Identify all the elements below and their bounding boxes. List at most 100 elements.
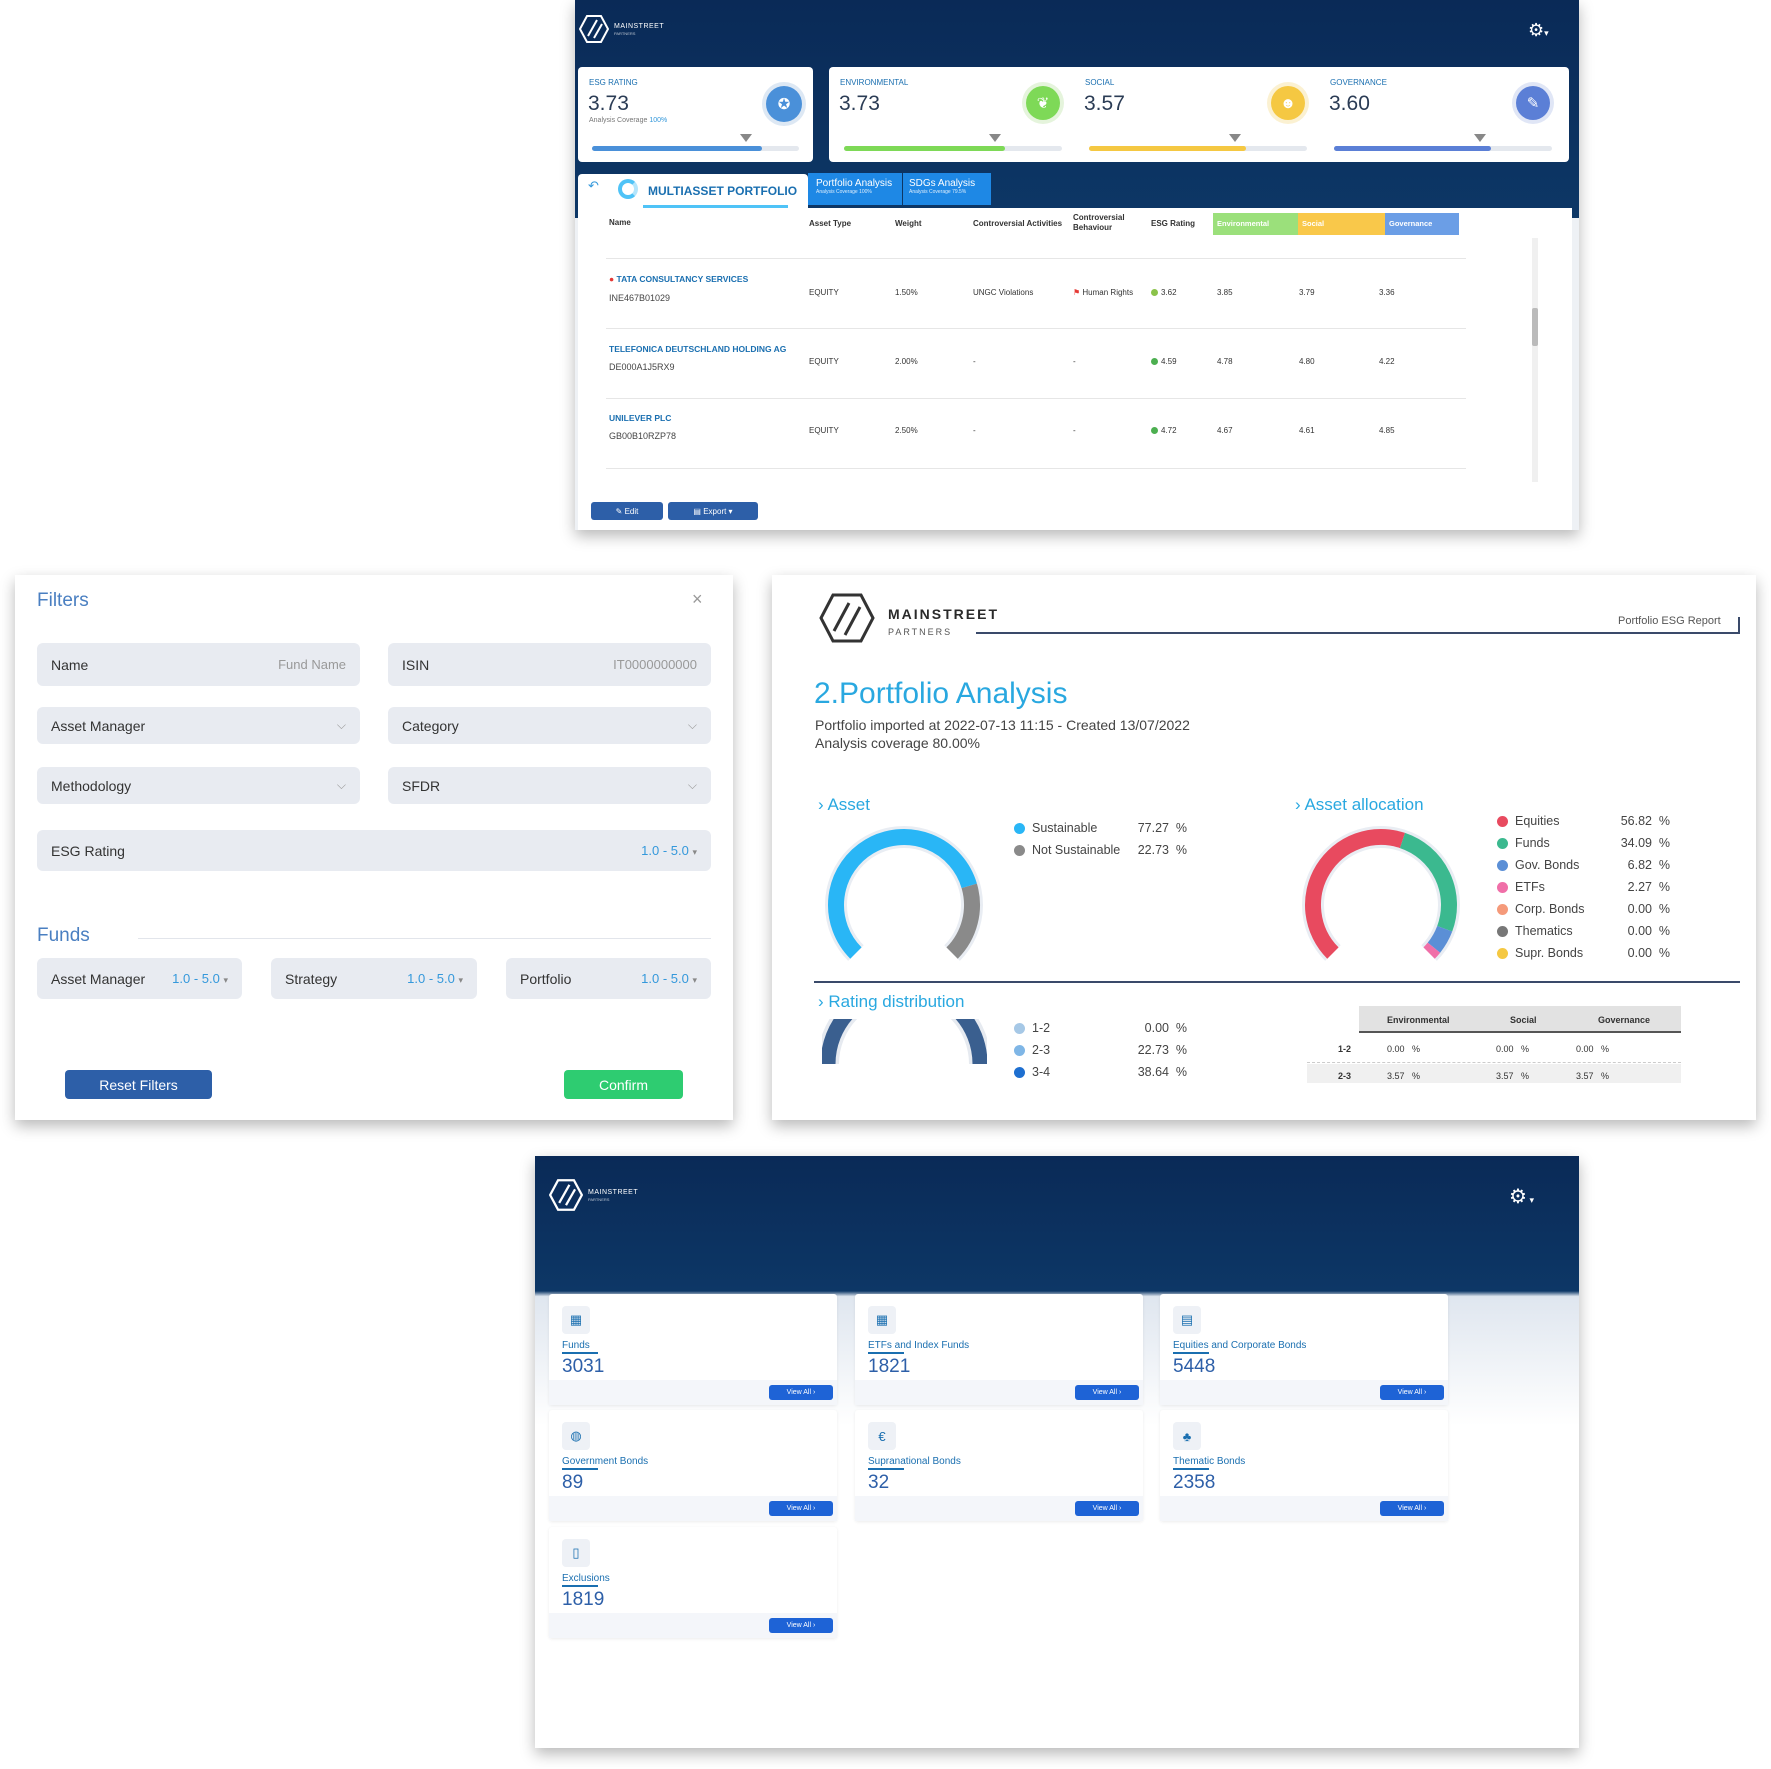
- company-name[interactable]: UNILEVER PLC: [609, 413, 672, 423]
- methodology-select[interactable]: Methodology ⌵: [37, 767, 360, 804]
- gov-score: 3.36: [1379, 288, 1395, 297]
- table-scrollbar[interactable]: [1532, 238, 1538, 482]
- esg-rating-range[interactable]: ESG Rating 1.0 - 5.0 ▾: [37, 830, 711, 871]
- catalog-window: MAINSTREET PARTNERS ⚙ ▾ ▦ Funds 3031 View Al…: [535, 1156, 1579, 1748]
- controversial-activities: -: [973, 357, 976, 366]
- col-social[interactable]: Social: [1298, 213, 1385, 235]
- mainstreet-logo[interactable]: MAINSTREET PARTNERS: [549, 1178, 638, 1212]
- portfolio-title: MULTIASSET PORTFOLIO: [648, 184, 798, 198]
- esg-rating: 3.62: [1151, 288, 1177, 297]
- close-icon[interactable]: ×: [692, 589, 703, 609]
- gauge-segment: [1423, 942, 1441, 959]
- export-button[interactable]: ▤ Export ▾: [668, 502, 758, 520]
- funds-strategy-range[interactable]: Strategy 1.0 - 5.0 ▾: [271, 958, 477, 999]
- catalog-card[interactable]: € Supranational Bonds 32 View All ›: [855, 1410, 1143, 1521]
- catalog-card[interactable]: ▦ Funds 3031 View All ›: [549, 1294, 837, 1405]
- controversial-behaviour: ⚑ Human Rights: [1073, 288, 1134, 297]
- view-all-button[interactable]: View All ›: [1380, 1385, 1444, 1400]
- isin-field[interactable]: ISIN IT0000000000: [388, 643, 711, 686]
- holdings-table: Name Asset Type Weight Controversial Act…: [578, 208, 1572, 490]
- catalog-card[interactable]: ♣ Thematic Bonds 2358 View All ›: [1160, 1410, 1448, 1521]
- kpi-label: SOCIAL: [1085, 78, 1115, 87]
- catalog-card[interactable]: ▦ ETFs and Index Funds 1821 View All ›: [855, 1294, 1143, 1405]
- company-name[interactable]: TELEFONICA DEUTSCHLAND HOLDING AG: [609, 344, 787, 354]
- col-behaviour[interactable]: Controversial Behaviour: [1073, 213, 1125, 232]
- logo-subtitle: PARTNERS: [588, 1196, 610, 1202]
- chevron-down-icon: ⌵: [336, 778, 346, 792]
- view-all-button[interactable]: View All ›: [769, 1385, 833, 1400]
- card-label: Government Bonds: [562, 1456, 649, 1467]
- table-row[interactable]: ● TATA CONSULTANCY SERVICES INE467B01029…: [606, 259, 1466, 329]
- table-row[interactable]: TELEFONICA DEUTSCHLAND HOLDING AG DE000A…: [606, 329, 1466, 399]
- col-activities[interactable]: Controversial Activities: [973, 219, 1063, 228]
- mainstreet-logo[interactable]: MAINSTREET PARTNERS: [579, 14, 664, 44]
- kpi-bar: [844, 146, 1062, 151]
- name-field[interactable]: Name Fund Name: [37, 643, 360, 686]
- leaf-icon: ❦: [1026, 86, 1060, 120]
- back-icon[interactable]: ↶: [588, 178, 599, 193]
- edit-button[interactable]: ✎ Edit: [591, 502, 663, 520]
- portfolio-tab[interactable]: ↶ MULTIASSET PORTFOLIO: [578, 174, 808, 208]
- col-name[interactable]: Name: [609, 218, 631, 227]
- logo-title: MAINSTREET: [614, 22, 665, 30]
- esg-rating: 4.59: [1151, 357, 1177, 366]
- funds-portfolio-range[interactable]: Portfolio 1.0 - 5.0 ▾: [506, 958, 711, 999]
- view-all-button[interactable]: View All ›: [1380, 1501, 1444, 1516]
- file-icon: ▯: [562, 1539, 590, 1567]
- env-score: 4.67: [1217, 426, 1233, 435]
- kpi-bar: [592, 146, 799, 151]
- card-label: Exclusions: [562, 1573, 610, 1584]
- view-all-button[interactable]: View All ›: [1075, 1385, 1139, 1400]
- card-count: 1819: [562, 1589, 605, 1610]
- asset-gauge-chart: [825, 826, 983, 961]
- user-menu-icon[interactable]: ⚙ ▾: [1509, 1186, 1534, 1208]
- view-all-button[interactable]: View All ›: [769, 1501, 833, 1516]
- tab-sdgs-analysis[interactable]: SDGs Analysis Analysis Coverage 79.5%: [903, 173, 991, 205]
- tab-underline: [643, 205, 788, 208]
- report-logo-icon: [819, 593, 875, 643]
- legend-item: Equities 56.82%: [1497, 810, 1670, 832]
- table-row[interactable]: UNILEVER PLC GB00B10RZP78 EQUITY 2.50% -…: [606, 399, 1466, 469]
- asset-section-title: › Asset: [818, 795, 870, 814]
- report-line2: Analysis coverage 80.00%: [815, 735, 980, 751]
- kpi-label: ESG RATING: [589, 78, 638, 87]
- label-underline: [1173, 1352, 1209, 1354]
- allocation-legend: Equities 56.82% Funds 34.09% Gov. Bonds 6.82%…: [1497, 810, 1670, 964]
- label-underline: [1173, 1468, 1209, 1470]
- equity-icon: ▤: [1173, 1306, 1201, 1334]
- card-label: Thematic Bonds: [1173, 1456, 1246, 1467]
- confirm-button[interactable]: Confirm: [564, 1070, 683, 1099]
- card-count: 2358: [1173, 1472, 1216, 1493]
- catalog-card[interactable]: ▯ Exclusions 1819 View All ›: [549, 1527, 837, 1638]
- catalog-card[interactable]: ◍ Government Bonds 89 View All ›: [549, 1410, 837, 1521]
- reset-filters-button[interactable]: Reset Filters: [65, 1070, 212, 1099]
- card-label: ETFs and Index Funds: [868, 1340, 970, 1351]
- col-environmental[interactable]: Environmental: [1213, 213, 1298, 235]
- view-all-button[interactable]: View All ›: [769, 1618, 833, 1633]
- fund-icon: ▦: [562, 1306, 590, 1334]
- globe-icon: ◍: [562, 1422, 590, 1450]
- legend-item: 3-4 38.64%: [1014, 1061, 1187, 1083]
- allocation-gauge-chart: [1302, 826, 1460, 961]
- col-asset-type[interactable]: Asset Type: [809, 219, 852, 228]
- report-logo-title: MAINSTREET: [888, 606, 999, 622]
- gauge-segment: [946, 883, 980, 959]
- col-governance[interactable]: Governance: [1385, 213, 1459, 235]
- dashboard-window: MAINSTREET PARTNERS ⚙▾ ESG RATING 3.73 An…: [575, 0, 1579, 530]
- tab-portfolio-analysis[interactable]: Portfolio Analysis Analysis Coverage 100…: [808, 173, 902, 205]
- sfdr-select[interactable]: SFDR ⌵: [388, 767, 711, 804]
- funds-asset-manager-range[interactable]: Asset Manager 1.0 - 5.0 ▾: [37, 958, 242, 999]
- kpi-label: ENVIRONMENTAL: [840, 78, 909, 87]
- asset-manager-select[interactable]: Asset Manager ⌵: [37, 707, 360, 744]
- kpi-marker: [740, 134, 752, 142]
- card-label: Funds: [562, 1340, 590, 1351]
- col-weight[interactable]: Weight: [895, 219, 922, 228]
- company-name[interactable]: ● TATA CONSULTANCY SERVICES: [609, 274, 749, 284]
- logo-icon: [579, 15, 609, 43]
- catalog-card[interactable]: ▤ Equities and Corporate Bonds 5448 View Al…: [1160, 1294, 1448, 1405]
- category-select[interactable]: Category ⌵: [388, 707, 711, 744]
- user-menu-icon[interactable]: ⚙▾: [1528, 20, 1549, 40]
- col-esg[interactable]: ESG Rating: [1151, 219, 1196, 228]
- soc-score: 4.80: [1299, 357, 1315, 366]
- view-all-button[interactable]: View All ›: [1075, 1501, 1139, 1516]
